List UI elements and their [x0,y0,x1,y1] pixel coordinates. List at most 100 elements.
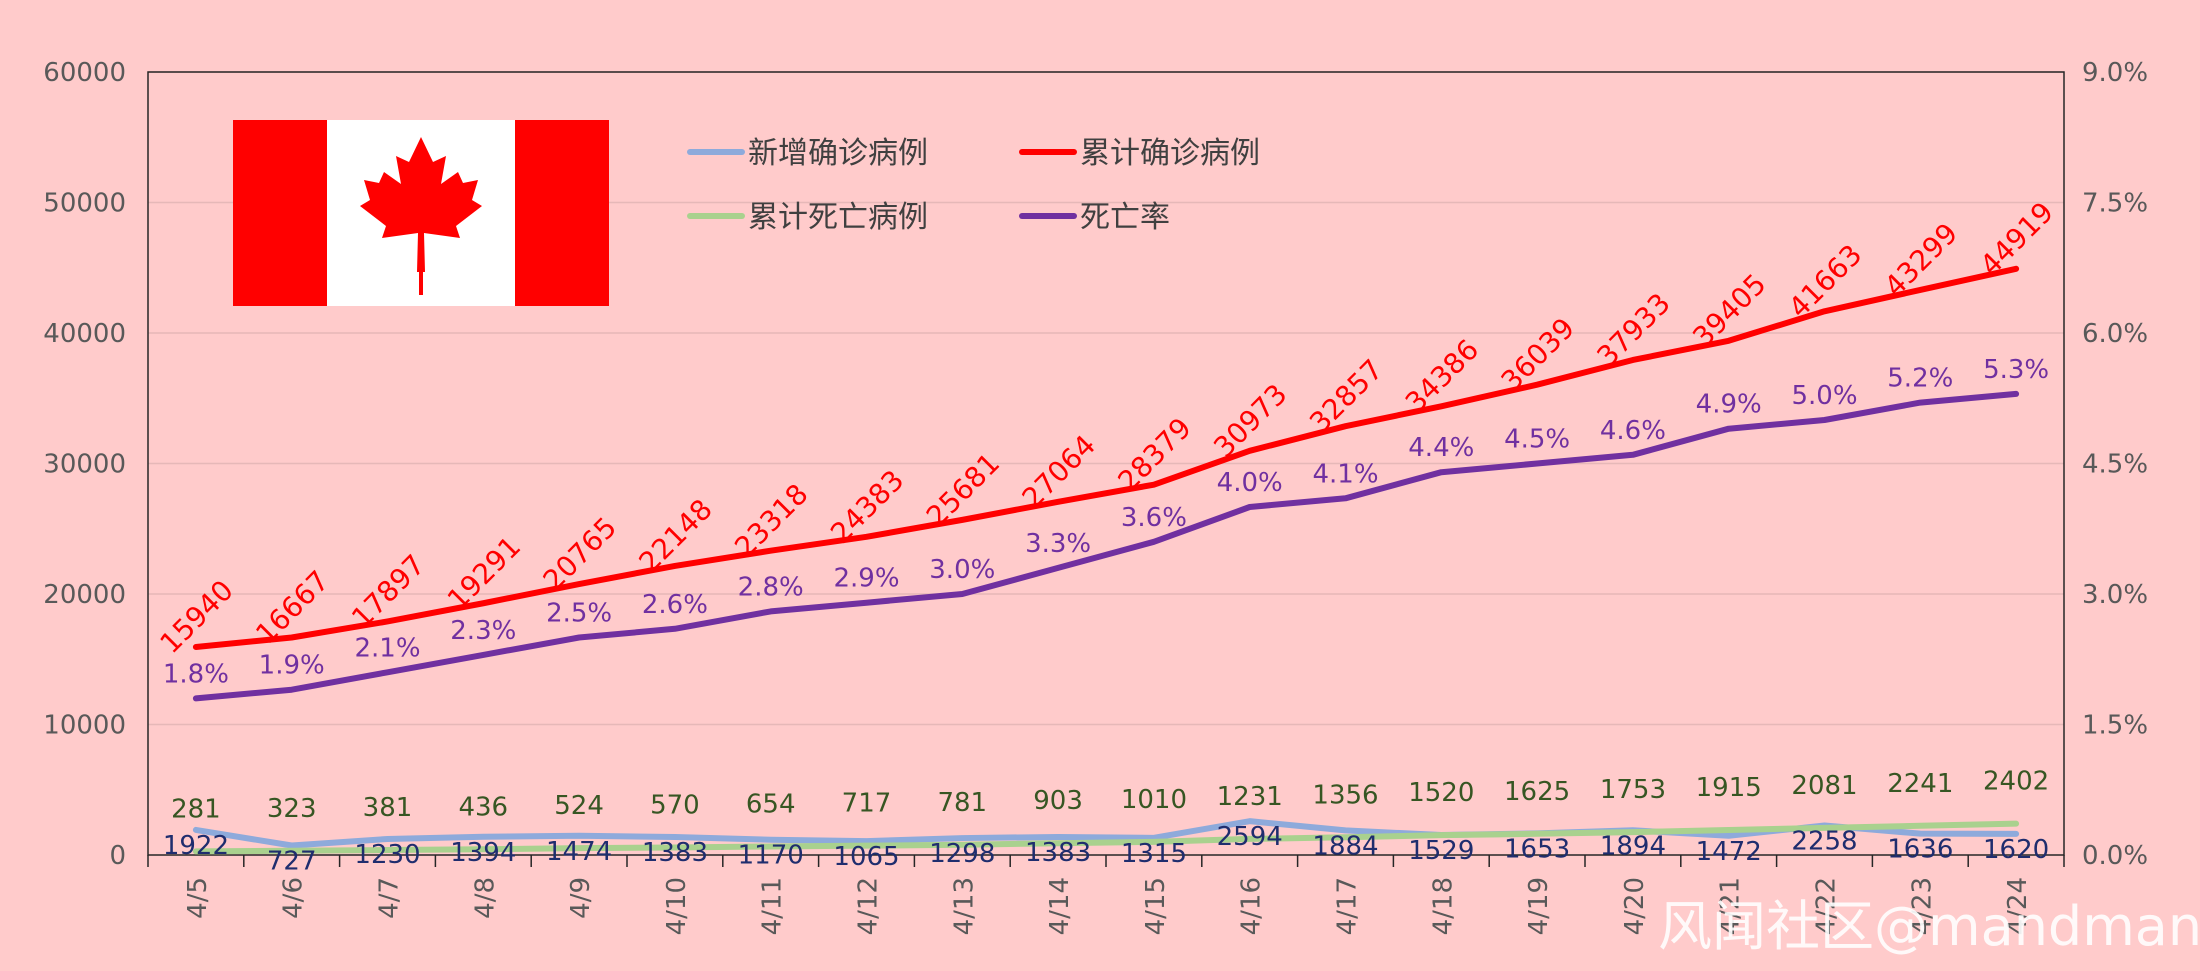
x-tick-label: 4/18 [1428,877,1458,935]
x-tick-label: 4/9 [566,877,596,919]
x-tick-label: 4/13 [949,877,979,935]
x-tick-label: 4/19 [1524,877,1554,935]
data-label-death: 436 [458,792,508,822]
x-tick-label: 4/23 [1907,877,1937,935]
data-label-death: 570 [650,791,700,821]
data-label-rate: 4.1% [1312,459,1378,489]
data-label-rate: 1.9% [259,651,325,681]
data-label-new: 1636 [1887,835,1953,865]
data-label-death: 781 [937,788,987,818]
data-label-death: 717 [842,789,892,819]
data-label-death: 1231 [1217,782,1283,812]
data-label-rate: 4.5% [1504,425,1570,455]
series-line [192,265,2020,650]
x-tick-label: 4/14 [1045,877,1075,935]
data-label-death: 2081 [1791,771,1857,801]
data-label-death: 1753 [1600,775,1666,805]
y-left-tick-label: 30000 [43,450,126,480]
x-tick-label: 4/11 [758,877,788,935]
data-label-new: 1653 [1504,834,1570,864]
data-label-rate: 2.6% [642,590,708,620]
legend-entry: 新增确诊病例 [748,136,928,171]
data-label-death: 1625 [1504,777,1570,807]
data-label-rate: 4.4% [1408,433,1474,463]
x-tick-label: 4/15 [1141,877,1171,935]
y-right-tick-label: 6.0% [2082,319,2148,349]
data-label-death: 1520 [1408,778,1474,808]
data-label-rate: 3.0% [929,555,995,585]
y-left-tick-label: 50000 [43,189,126,219]
series-line [192,818,2020,849]
data-label-new: 1298 [929,839,995,869]
x-tick-label: 4/12 [854,877,884,935]
x-tick-label: 4/21 [1716,877,1746,935]
x-tick-label: 4/22 [1812,877,1842,935]
x-axis: 4/5 4/6 4/7 4/8 4/9 4/10 4/11 4/12 4/13 4/14 4/15 4… [147,855,2065,935]
x-tick-label: 4/6 [279,877,309,919]
legend-entry: 死亡率 [1080,200,1170,235]
y-left-tick-label: 0 [109,841,126,871]
y-axis-left: 0 10000 20000 30000 40000 50000 60000 [43,58,126,871]
x-tick-label: 4/16 [1237,877,1267,935]
x-tick-label: 4/17 [1333,877,1363,935]
data-label-new: 1894 [1600,831,1666,861]
data-label-death: 654 [746,789,796,819]
x-tick-label: 4/24 [2003,877,2033,935]
data-label-new: 1383 [1025,838,1091,868]
data-label-rate: 4.6% [1600,416,1666,446]
x-tick-label: 4/10 [662,877,692,935]
data-label-rate: 2.1% [354,633,420,663]
data-label-rate: 2.8% [738,572,804,602]
y-right-tick-label: 1.5% [2082,711,2148,741]
data-label-new: 2258 [1791,827,1857,857]
data-label-rate: 3.3% [1025,529,1091,559]
data-label-new: 1922 [163,831,229,861]
data-label-death: 281 [171,794,221,824]
data-label-rate: 3.6% [1121,503,1187,533]
y-right-tick-label: 4.5% [2082,450,2148,480]
data-label-rate: 5.0% [1791,381,1857,411]
data-label-death: 1356 [1312,780,1378,810]
data-label-death: 2241 [1887,769,1953,799]
x-tick-label: 4/7 [375,877,405,919]
data-label-new: 1620 [1983,835,2049,865]
data-label-new: 727 [267,847,317,877]
y-left-tick-label: 40000 [43,319,126,349]
data-label-rate: 2.3% [450,616,516,646]
data-label-rate: 1.8% [163,659,229,689]
data-label-death: 524 [554,791,604,821]
data-label-death: 2402 [1983,767,2049,797]
y-left-tick-label: 10000 [43,711,126,741]
legend-entry: 累计确诊病例 [1080,136,1260,171]
watermark: 风闻社区@mandman [1658,895,2200,958]
data-label-death: 381 [363,793,413,823]
y-left-tick-label: 60000 [43,58,126,88]
series-line [192,390,2020,702]
y-right-tick-label: 0.0% [2082,841,2148,871]
series-line [192,820,2020,855]
data-label-new: 1474 [546,837,612,867]
data-label-new: 1472 [1696,837,1762,867]
y-right-tick-label: 7.5% [2082,189,2148,219]
data-label-rate: 4.0% [1217,468,1283,498]
data-label-new: 1529 [1408,836,1474,866]
data-label-new: 1394 [450,838,516,868]
x-tick-label: 4/5 [183,877,213,919]
data-label-new: 2594 [1217,822,1283,852]
canada-flag-icon [233,120,609,306]
data-label-rate: 2.5% [546,599,612,629]
data-label-new: 1315 [1121,839,1187,869]
data-label-rate: 5.2% [1887,364,1953,394]
data-label-rate: 5.3% [1983,355,2049,385]
data-label-new: 1383 [642,838,708,868]
x-tick-label: 4/20 [1620,877,1650,935]
data-label-death: 903 [1033,786,1083,816]
y-right-tick-label: 9.0% [2082,58,2148,88]
data-label-new: 1884 [1312,831,1378,861]
data-label-death: 1915 [1696,773,1762,803]
data-label-death: 323 [267,794,317,824]
y-right-tick-label: 3.0% [2082,580,2148,610]
legend-entry: 累计死亡病例 [748,200,928,235]
